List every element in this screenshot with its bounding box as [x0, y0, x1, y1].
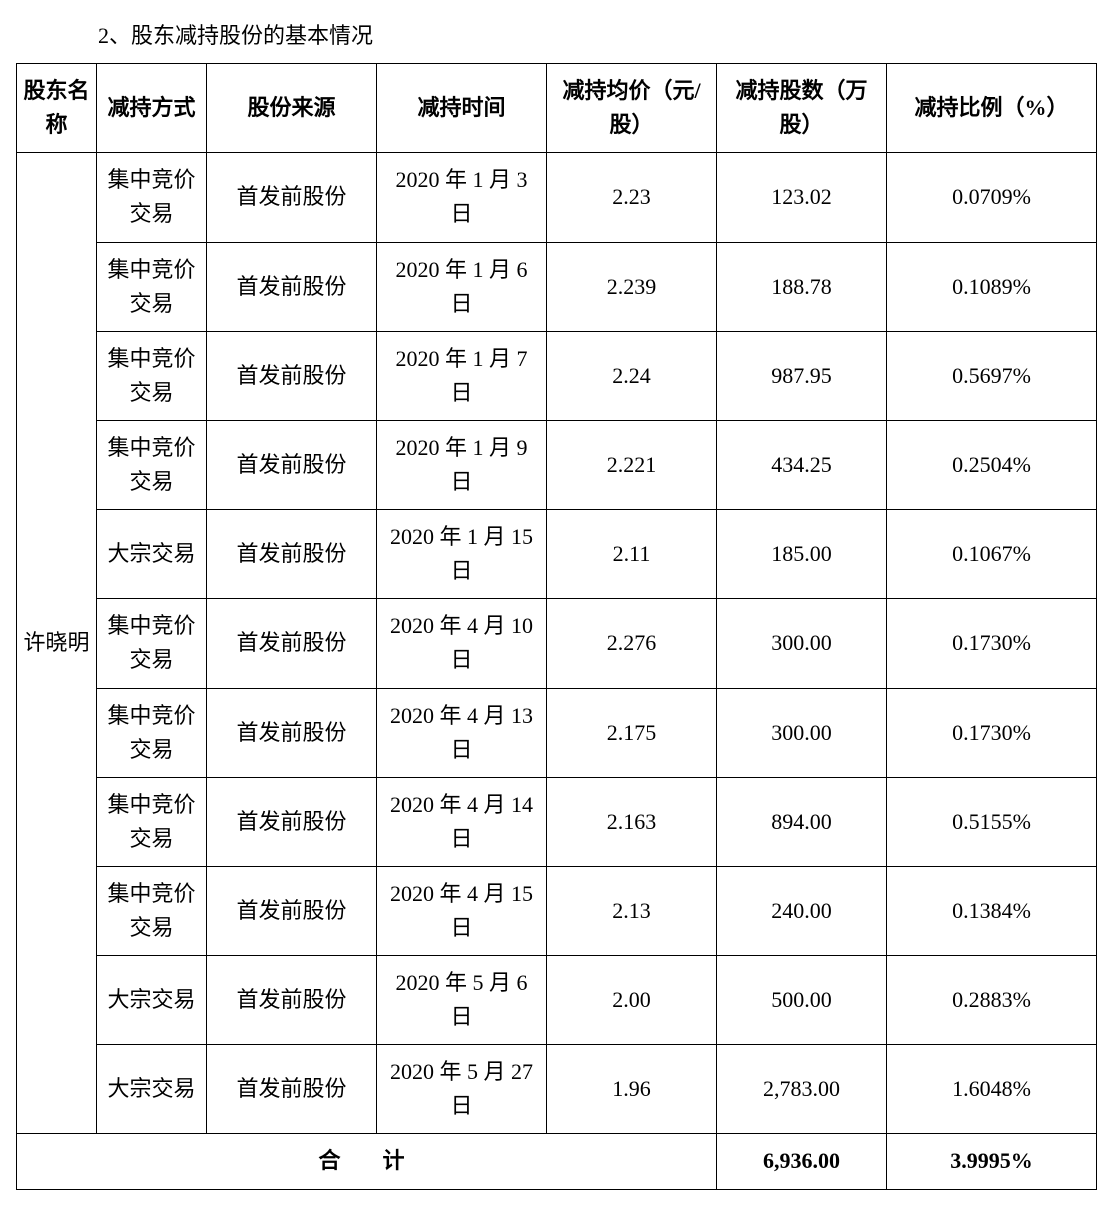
method-cell: 集中竞价交易 — [97, 599, 207, 688]
shareholder-cell: 许晓明 — [17, 153, 97, 1134]
price-cell: 2.00 — [547, 956, 717, 1045]
source-cell: 首发前股份 — [207, 242, 377, 331]
method-cell: 集中竞价交易 — [97, 866, 207, 955]
col-pct: 减持比例（%） — [887, 64, 1097, 153]
pct-cell: 0.5155% — [887, 777, 1097, 866]
price-cell: 2.221 — [547, 420, 717, 509]
method-cell: 集中竞价交易 — [97, 242, 207, 331]
table-row: 大宗交易首发前股份2020 年 5 月 27 日1.962,783.001.60… — [17, 1045, 1097, 1134]
source-cell: 首发前股份 — [207, 777, 377, 866]
date-cell: 2020 年 4 月 15 日 — [377, 866, 547, 955]
source-cell: 首发前股份 — [207, 1045, 377, 1134]
total-label: 合 计 — [17, 1134, 717, 1189]
pct-cell: 0.1067% — [887, 510, 1097, 599]
method-cell: 集中竞价交易 — [97, 420, 207, 509]
total-pct: 3.9995% — [887, 1134, 1097, 1189]
table-row: 许晓明集中竞价交易首发前股份2020 年 1 月 3 日2.23123.020.… — [17, 153, 1097, 242]
method-cell: 大宗交易 — [97, 1045, 207, 1134]
table-row: 集中竞价交易首发前股份2020 年 1 月 9 日2.221434.250.25… — [17, 420, 1097, 509]
method-cell: 集中竞价交易 — [97, 331, 207, 420]
shares-cell: 2,783.00 — [717, 1045, 887, 1134]
method-cell: 集中竞价交易 — [97, 688, 207, 777]
price-cell: 2.163 — [547, 777, 717, 866]
pct-cell: 0.1384% — [887, 866, 1097, 955]
col-shareholder: 股东名称 — [17, 64, 97, 153]
source-cell: 首发前股份 — [207, 866, 377, 955]
pct-cell: 0.2883% — [887, 956, 1097, 1045]
source-cell: 首发前股份 — [207, 510, 377, 599]
table-row: 集中竞价交易首发前股份2020 年 4 月 13 日2.175300.000.1… — [17, 688, 1097, 777]
section-title: 2、股东减持股份的基本情况 — [98, 18, 1096, 53]
shares-cell: 185.00 — [717, 510, 887, 599]
method-cell: 集中竞价交易 — [97, 153, 207, 242]
price-cell: 2.276 — [547, 599, 717, 688]
table-row: 大宗交易首发前股份2020 年 5 月 6 日2.00500.000.2883% — [17, 956, 1097, 1045]
table-row: 集中竞价交易首发前股份2020 年 4 月 14 日2.163894.000.5… — [17, 777, 1097, 866]
price-cell: 2.175 — [547, 688, 717, 777]
source-cell: 首发前股份 — [207, 331, 377, 420]
pct-cell: 0.0709% — [887, 153, 1097, 242]
total-row: 合 计 6,936.00 3.9995% — [17, 1134, 1097, 1189]
col-shares: 减持股数（万股） — [717, 64, 887, 153]
col-source: 股份来源 — [207, 64, 377, 153]
pct-cell: 0.1730% — [887, 599, 1097, 688]
source-cell: 首发前股份 — [207, 599, 377, 688]
date-cell: 2020 年 1 月 9 日 — [377, 420, 547, 509]
date-cell: 2020 年 1 月 6 日 — [377, 242, 547, 331]
price-cell: 2.23 — [547, 153, 717, 242]
price-cell: 2.13 — [547, 866, 717, 955]
shares-cell: 240.00 — [717, 866, 887, 955]
method-cell: 大宗交易 — [97, 510, 207, 599]
shares-cell: 123.02 — [717, 153, 887, 242]
price-cell: 1.96 — [547, 1045, 717, 1134]
date-cell: 2020 年 5 月 27 日 — [377, 1045, 547, 1134]
shares-cell: 987.95 — [717, 331, 887, 420]
table-row: 集中竞价交易首发前股份2020 年 1 月 7 日2.24987.950.569… — [17, 331, 1097, 420]
price-cell: 2.239 — [547, 242, 717, 331]
pct-cell: 0.2504% — [887, 420, 1097, 509]
price-cell: 2.24 — [547, 331, 717, 420]
shares-cell: 188.78 — [717, 242, 887, 331]
pct-cell: 0.1730% — [887, 688, 1097, 777]
method-cell: 集中竞价交易 — [97, 777, 207, 866]
table-header-row: 股东名称 减持方式 股份来源 减持时间 减持均价（元/股） 减持股数（万股） 减… — [17, 64, 1097, 153]
shares-cell: 894.00 — [717, 777, 887, 866]
col-price: 减持均价（元/股） — [547, 64, 717, 153]
shares-cell: 300.00 — [717, 599, 887, 688]
table-row: 集中竞价交易首发前股份2020 年 4 月 15 日2.13240.000.13… — [17, 866, 1097, 955]
col-method: 减持方式 — [97, 64, 207, 153]
date-cell: 2020 年 4 月 13 日 — [377, 688, 547, 777]
pct-cell: 0.5697% — [887, 331, 1097, 420]
date-cell: 2020 年 4 月 14 日 — [377, 777, 547, 866]
shares-cell: 434.25 — [717, 420, 887, 509]
table-row: 集中竞价交易首发前股份2020 年 4 月 10 日2.276300.000.1… — [17, 599, 1097, 688]
date-cell: 2020 年 4 月 10 日 — [377, 599, 547, 688]
source-cell: 首发前股份 — [207, 688, 377, 777]
date-cell: 2020 年 1 月 7 日 — [377, 331, 547, 420]
price-cell: 2.11 — [547, 510, 717, 599]
table-row: 大宗交易首发前股份2020 年 1 月 15 日2.11185.000.1067… — [17, 510, 1097, 599]
method-cell: 大宗交易 — [97, 956, 207, 1045]
date-cell: 2020 年 1 月 3 日 — [377, 153, 547, 242]
col-date: 减持时间 — [377, 64, 547, 153]
table-body: 许晓明集中竞价交易首发前股份2020 年 1 月 3 日2.23123.020.… — [17, 153, 1097, 1134]
source-cell: 首发前股份 — [207, 153, 377, 242]
source-cell: 首发前股份 — [207, 420, 377, 509]
shares-cell: 300.00 — [717, 688, 887, 777]
shares-cell: 500.00 — [717, 956, 887, 1045]
total-shares: 6,936.00 — [717, 1134, 887, 1189]
date-cell: 2020 年 1 月 15 日 — [377, 510, 547, 599]
pct-cell: 1.6048% — [887, 1045, 1097, 1134]
source-cell: 首发前股份 — [207, 956, 377, 1045]
pct-cell: 0.1089% — [887, 242, 1097, 331]
reduction-table: 股东名称 减持方式 股份来源 减持时间 减持均价（元/股） 减持股数（万股） 减… — [16, 63, 1097, 1189]
date-cell: 2020 年 5 月 6 日 — [377, 956, 547, 1045]
table-row: 集中竞价交易首发前股份2020 年 1 月 6 日2.239188.780.10… — [17, 242, 1097, 331]
